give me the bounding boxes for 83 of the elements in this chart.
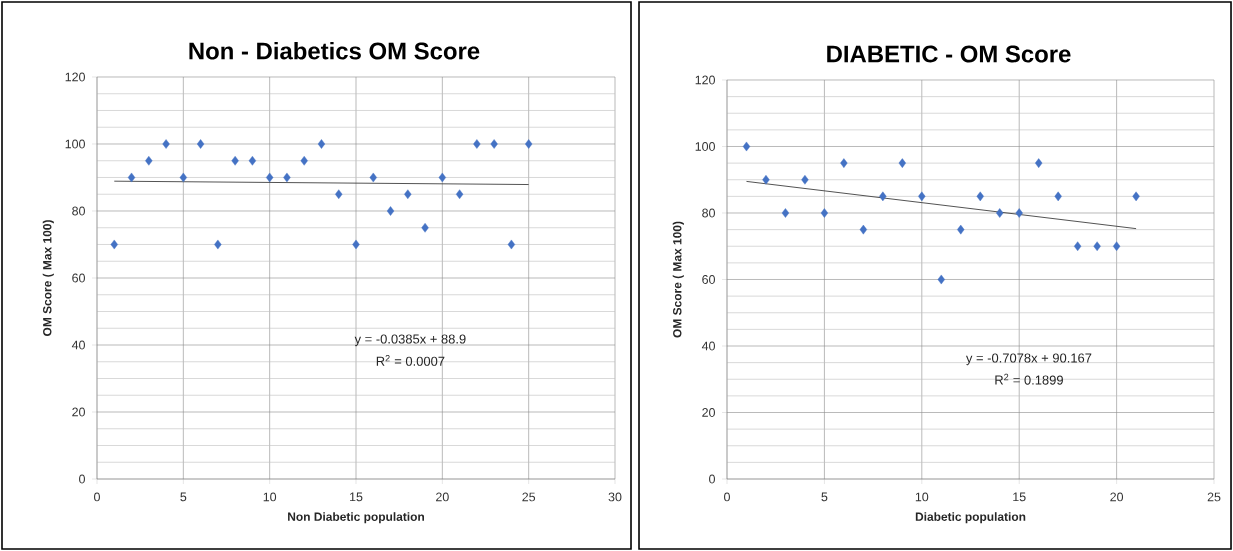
point <box>1035 158 1043 168</box>
point <box>386 206 395 216</box>
point <box>352 239 360 250</box>
x-tick-label: 5 <box>821 492 828 502</box>
point <box>781 208 790 218</box>
point <box>317 139 326 149</box>
y-tick-label: 40 <box>71 340 85 350</box>
annotation: y = -0.7078x + 90.167 <box>965 353 1092 366</box>
point <box>421 222 429 233</box>
point <box>1074 241 1082 252</box>
x-tick-label: 20 <box>436 492 449 502</box>
point <box>214 239 222 250</box>
x-tick-label: 15 <box>1013 492 1026 502</box>
y-tick-label: 100 <box>65 139 85 149</box>
point <box>937 274 945 285</box>
point <box>898 158 906 168</box>
point <box>1112 241 1121 252</box>
point <box>840 158 848 168</box>
y-tick-label: 80 <box>702 208 715 218</box>
point <box>455 189 464 200</box>
point <box>801 174 809 185</box>
point <box>179 172 187 183</box>
point <box>438 172 446 183</box>
y-axis-title: OM Score ( Max 100) <box>672 221 684 338</box>
x-axis-title: Non Diabetic population <box>288 512 425 524</box>
point <box>525 139 533 149</box>
point <box>859 224 868 235</box>
y-tick-label: 20 <box>72 407 85 417</box>
x-tick-label: 0 <box>94 492 100 502</box>
chart-title: DIABETIC - OM Score <box>827 45 1071 63</box>
y-tick-label: 120 <box>695 75 715 85</box>
point <box>283 172 291 183</box>
point <box>110 239 118 250</box>
x-tick-label: 30 <box>608 492 622 502</box>
y-tick-label: 0 <box>709 474 715 484</box>
x-tick-label: 15 <box>350 492 363 502</box>
point <box>300 155 308 166</box>
point <box>1015 208 1023 218</box>
point <box>976 191 984 202</box>
point <box>507 239 516 250</box>
point <box>820 208 829 218</box>
x-tick-label: 10 <box>915 492 929 502</box>
x-axis-title: Diabetic population <box>915 512 1026 524</box>
y-tick-label: 60 <box>72 273 85 283</box>
x-tick-label: 10 <box>263 492 277 502</box>
point <box>404 189 412 200</box>
point <box>162 139 170 149</box>
y-tick-label: 20 <box>702 408 715 417</box>
point <box>473 139 481 149</box>
y-tick-label: 80 <box>72 206 85 216</box>
annotation: R$^{2}$ = 0.0007 <box>376 355 445 366</box>
point <box>127 172 136 183</box>
point <box>196 139 205 149</box>
x-tick-label: 25 <box>522 492 536 502</box>
annotation: y = -0.0385x + 88.9 <box>354 334 466 347</box>
point <box>248 155 257 166</box>
point <box>145 155 153 166</box>
point <box>231 155 239 166</box>
chart-title: Non - Diabetics OM Score <box>189 41 480 60</box>
point <box>957 224 965 235</box>
y-tick-label: 40 <box>701 341 715 351</box>
point <box>1054 191 1062 202</box>
point <box>266 172 274 183</box>
y-tick-label: 60 <box>702 275 715 284</box>
x-tick-label: 0 <box>724 492 730 502</box>
point <box>490 139 498 149</box>
y-tick-label: 0 <box>79 474 85 484</box>
point <box>918 191 926 202</box>
point <box>996 208 1004 218</box>
point <box>1132 191 1140 202</box>
point <box>335 189 343 200</box>
x-tick-label: 20 <box>1110 492 1124 502</box>
point <box>879 191 887 202</box>
y-axis-title: OM Score ( Max 100) <box>42 220 54 336</box>
point <box>762 174 770 185</box>
y-tick-label: 120 <box>65 72 85 82</box>
y-tick-label: 100 <box>695 142 715 151</box>
point <box>369 172 377 183</box>
annotation: R$^{2}$ = 0.1899 <box>995 373 1063 385</box>
x-tick-label: 5 <box>180 492 187 502</box>
point <box>1093 241 1101 252</box>
point <box>742 141 751 152</box>
x-tick-label: 25 <box>1207 492 1221 502</box>
